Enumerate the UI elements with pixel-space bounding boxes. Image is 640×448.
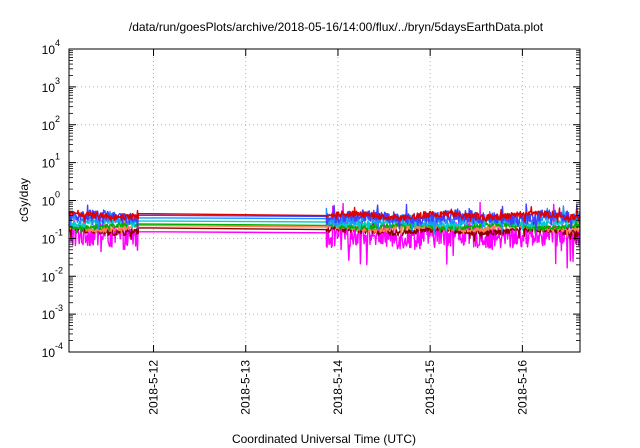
series-line (68, 219, 581, 242)
y-tick-label: 10 4 (42, 38, 60, 57)
series-layer (68, 201, 581, 269)
y-tick-base: 10 (42, 308, 56, 322)
y-tick-base: 10 (42, 195, 56, 209)
y-tick-label: 10 -3 (42, 303, 63, 322)
y-axis-label: cGy/day (17, 178, 31, 222)
axes-layer (68, 48, 581, 353)
y-tick-exponent: -2 (55, 265, 63, 275)
x-tick-label: 2018-5-13 (239, 360, 253, 415)
y-tick-exponent: -3 (55, 303, 63, 313)
y-tick-label: 10 3 (42, 76, 60, 95)
chart-title: /data/run/goesPlots/archive/2018-05-16/1… (129, 20, 544, 34)
y-tick-base: 10 (42, 346, 56, 360)
grid-layer (69, 49, 580, 352)
x-tick-label: 2018-5-16 (515, 360, 529, 415)
y-tick-exponent: 2 (55, 114, 60, 124)
y-tick-exponent: 1 (55, 152, 60, 162)
y-tick-base: 10 (42, 119, 56, 133)
x-axis-label: Coordinated Universal Time (UTC) (232, 432, 416, 446)
series-line (68, 201, 581, 269)
y-tick-label: 10 -4 (42, 341, 63, 360)
y-tick-base: 10 (42, 81, 56, 95)
y-tick-base: 10 (42, 232, 56, 246)
series-line (68, 206, 581, 224)
y-tick-label: 10 -1 (42, 227, 63, 246)
y-tick-base: 10 (42, 270, 56, 284)
y-tick-exponent: -4 (55, 341, 63, 351)
y-tick-label: 10 1 (42, 152, 60, 171)
y-tick-exponent: 4 (55, 38, 60, 48)
y-tick-base: 10 (42, 157, 56, 171)
x-tick-label: 2018-5-15 (423, 360, 437, 415)
y-tick-base: 10 (42, 43, 56, 57)
y-tick-exponent: 0 (55, 190, 60, 200)
y-tick-exponent: -1 (55, 227, 63, 237)
y-tick-label: 10 -2 (42, 265, 63, 284)
x-tick-label: 2018-5-12 (147, 360, 161, 415)
y-tick-label: 10 2 (42, 114, 60, 133)
plot-frame (68, 48, 581, 353)
y-tick-exponent: 3 (55, 76, 60, 86)
y-tick-label: 10 0 (42, 190, 60, 209)
x-tick-label: 2018-5-14 (331, 360, 345, 415)
